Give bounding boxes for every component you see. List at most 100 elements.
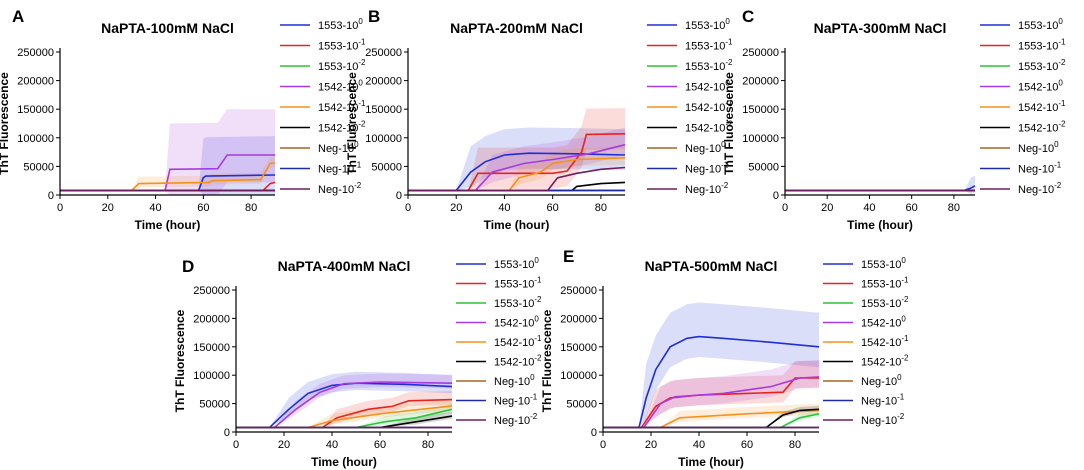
y-tick-label: 100000 (17, 133, 54, 145)
chart-title: NaPTA-300mM NaCl (814, 20, 947, 36)
chart-title: NaPTA-500mM NaCl (645, 258, 778, 274)
series-line-8 (408, 166, 626, 192)
series-line-0 (236, 382, 453, 429)
y-tick-label: 250000 (17, 47, 54, 59)
y-tick-label: 50000 (748, 161, 779, 173)
series-band-1 (408, 108, 625, 191)
legend-label-1: 1553-10-1 (318, 38, 366, 53)
legend-label-3: 1542-100 (685, 79, 730, 94)
y-tick-label: 50000 (566, 399, 597, 411)
legend-label-0: 1553-100 (861, 256, 906, 271)
series-line-0 (408, 152, 626, 192)
legend-label-2: 1553-10-2 (318, 58, 366, 73)
legend-label-7: Neg-10-1 (494, 393, 538, 408)
legend-label-7: Neg-10-1 (1018, 161, 1062, 176)
y-tick-label: 0 (224, 427, 230, 439)
x-axis-label: Time (hour) (135, 218, 201, 232)
y-tick-label: 200000 (365, 76, 402, 88)
y-tick-label: 150000 (17, 104, 54, 116)
legend-label-0: 1553-100 (1018, 17, 1063, 32)
y-tick-label: 100000 (193, 370, 230, 382)
legend-label-8: Neg-10-2 (861, 412, 905, 427)
panel-letter-b: B (368, 7, 380, 26)
x-tick-label: 20 (102, 202, 114, 214)
y-tick-label: 50000 (23, 161, 54, 173)
x-tick-label: 40 (326, 439, 338, 451)
y-tick-label: 100000 (365, 133, 402, 145)
series-line-0 (603, 335, 820, 429)
x-tick-label: 60 (906, 202, 918, 214)
legend-label-6: Neg-100 (494, 373, 535, 388)
legend-label-3: 1542-100 (1018, 79, 1063, 94)
legend-label-6: Neg-100 (318, 140, 359, 155)
y-tick-label: 150000 (560, 342, 597, 354)
x-axis-label: Time (hour) (847, 218, 913, 232)
series-band-5 (603, 405, 819, 428)
y-tick-label: 0 (591, 427, 597, 439)
y-tick-label: 100000 (560, 370, 597, 382)
x-tick-label: 80 (789, 439, 801, 451)
y-tick-label: 250000 (365, 47, 402, 59)
legend-label-2: 1553-10-2 (685, 58, 733, 73)
legend-label-6: Neg-100 (685, 140, 726, 155)
series-band-0 (603, 302, 819, 428)
series-band-2 (236, 403, 452, 428)
y-axis-label: ThT Fluorescence (540, 309, 554, 412)
x-axis-label: Time (hour) (311, 455, 377, 469)
x-tick-label: 60 (547, 202, 559, 214)
y-tick-label: 150000 (193, 342, 230, 354)
legend-label-5: 1542-10-2 (318, 120, 366, 135)
series-band-4 (236, 399, 452, 428)
chart-title: NaPTA-200mM NaCl (450, 20, 583, 36)
x-tick-label: 60 (197, 202, 209, 214)
legend-label-5: 1542-10-2 (861, 354, 909, 369)
y-tick-label: 200000 (193, 313, 230, 325)
legend-label-1: 1553-10-1 (494, 276, 542, 291)
series-line-4 (60, 162, 276, 192)
x-tick-label: 80 (245, 202, 257, 214)
legend-label-7: Neg-10-1 (318, 161, 362, 176)
legend-label-5: 1542-10-2 (1018, 120, 1066, 135)
x-axis-label: Time (hour) (678, 455, 744, 469)
x-axis-label: Time (hour) (484, 218, 550, 232)
x-tick-label: 20 (450, 202, 462, 214)
legend-label-1: 1553-10-1 (685, 38, 733, 53)
chart-title: NaPTA-100mM NaCl (101, 20, 234, 36)
legend-label-1: 1553-10-1 (861, 276, 909, 291)
legend-label-4: 1542-10-1 (861, 334, 909, 349)
panel-letter-c: C (742, 7, 754, 26)
y-tick-label: 200000 (742, 76, 779, 88)
x-tick-label: 80 (422, 439, 434, 451)
y-tick-label: 150000 (365, 104, 402, 116)
legend-label-8: Neg-10-2 (685, 181, 729, 196)
x-tick-label: 80 (948, 202, 960, 214)
y-axis-label: ThT Fluorescence (345, 72, 359, 175)
y-tick-label: 250000 (742, 47, 779, 59)
x-tick-label: 80 (595, 202, 607, 214)
y-tick-label: 50000 (199, 399, 230, 411)
x-tick-label: 0 (233, 439, 239, 451)
legend-label-0: 1553-100 (685, 17, 730, 32)
y-tick-label: 100000 (742, 133, 779, 145)
y-axis-label: ThT Fluorescence (722, 72, 736, 175)
panel-letter-e: E (563, 247, 574, 266)
x-tick-label: 0 (57, 202, 63, 214)
series-band-3 (408, 127, 625, 191)
y-tick-label: 0 (396, 190, 402, 202)
x-tick-label: 40 (863, 202, 875, 214)
x-tick-label: 40 (693, 439, 705, 451)
y-tick-label: 200000 (17, 76, 54, 88)
y-tick-label: 0 (773, 190, 779, 202)
legend-label-1: 1553-10-1 (1018, 38, 1066, 53)
panel-letter-d: D (182, 257, 194, 276)
x-tick-label: 20 (821, 202, 833, 214)
series-band-5 (236, 411, 452, 428)
y-axis-label: ThT Fluorescence (173, 309, 187, 412)
legend-label-8: Neg-10-2 (318, 181, 362, 196)
x-tick-label: 20 (645, 439, 657, 451)
series-band-3 (60, 109, 275, 195)
series-band-0 (408, 127, 625, 191)
x-tick-label: 0 (782, 202, 788, 214)
chart-title: NaPTA-400mM NaCl (278, 258, 411, 274)
